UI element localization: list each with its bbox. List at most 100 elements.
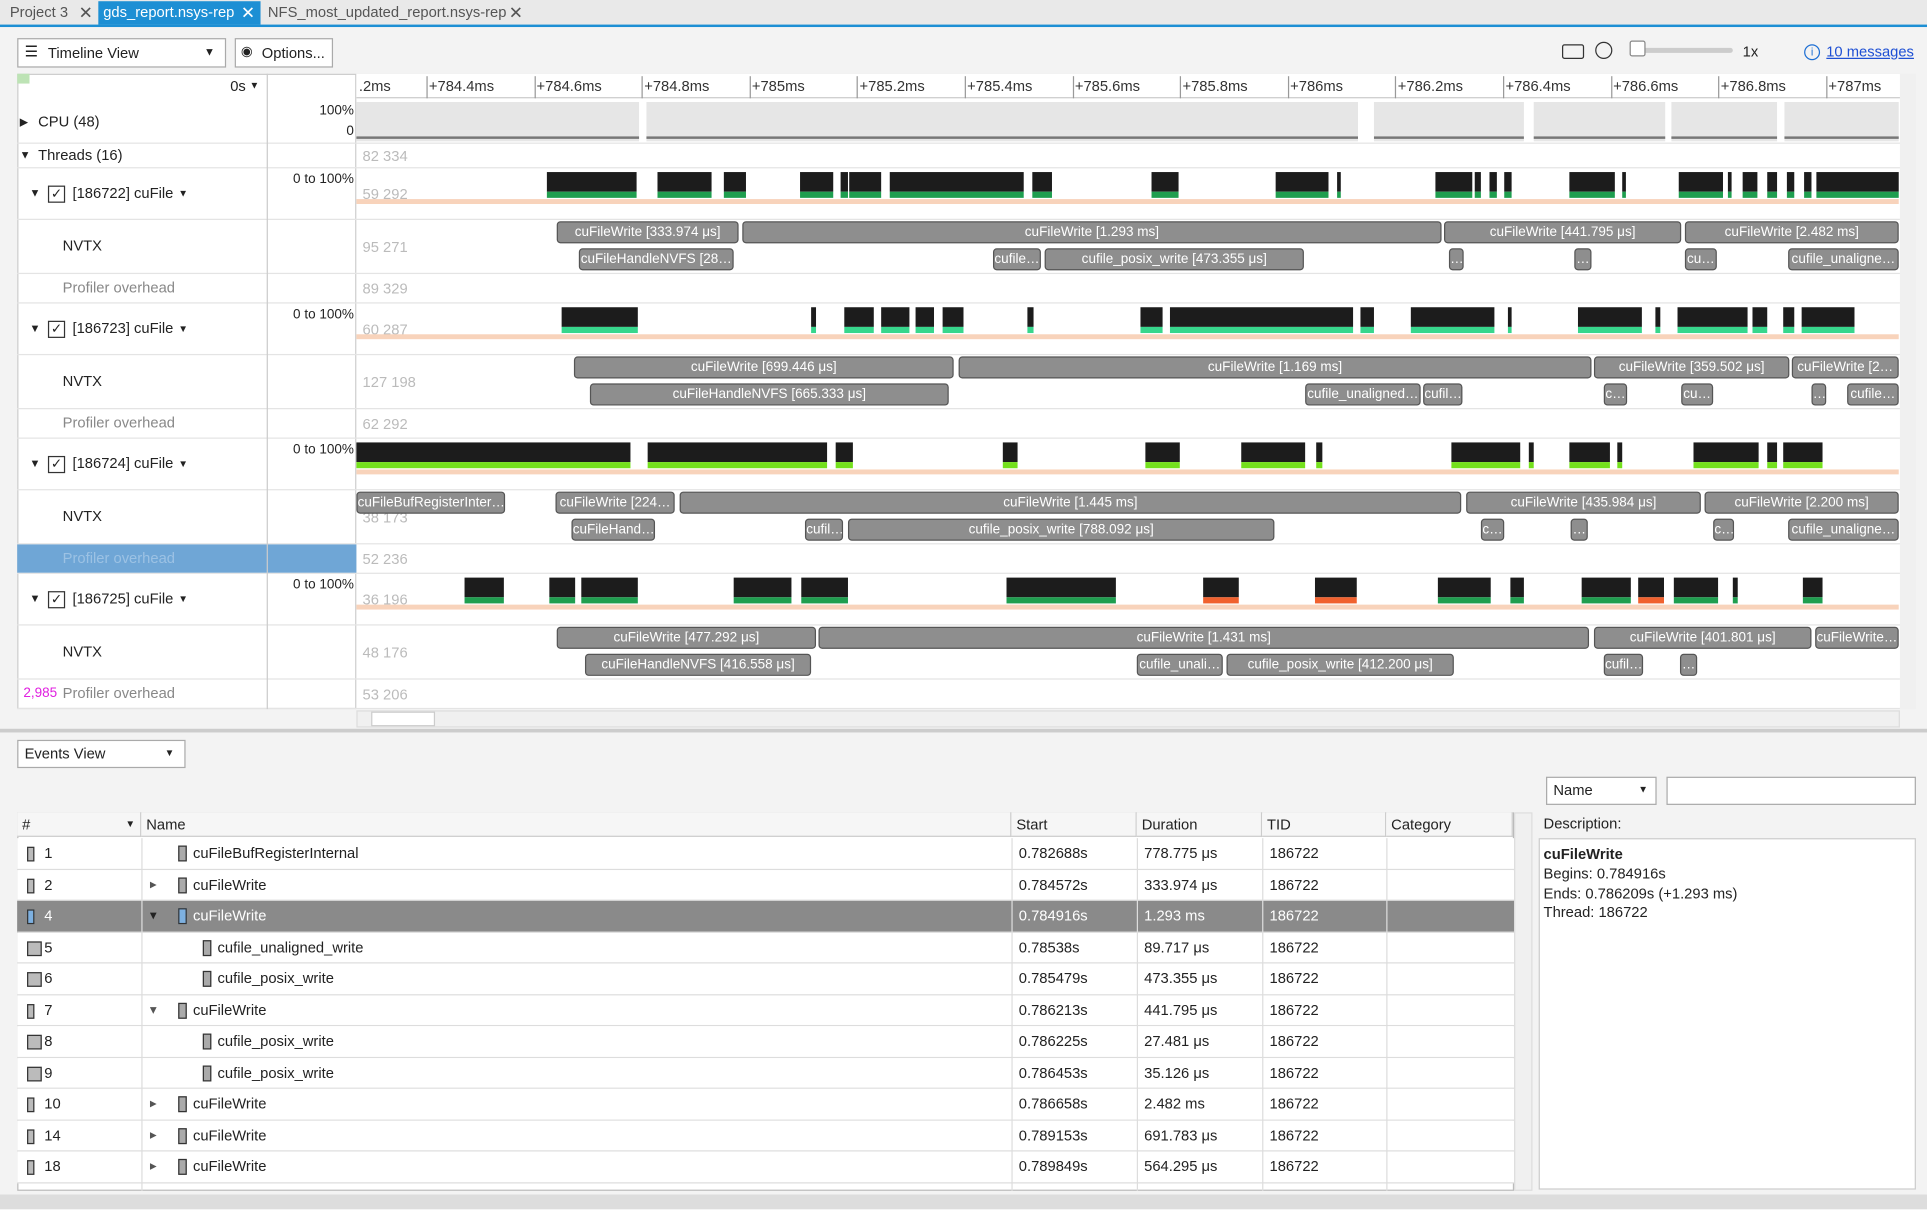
column-header[interactable]: Duration bbox=[1136, 812, 1263, 837]
thread-expander[interactable]: ▼ bbox=[29, 592, 41, 605]
nvtx-range[interactable]: cuFileWrite [477.292 μs] bbox=[556, 626, 817, 649]
cpu-expander[interactable]: ▶ bbox=[19, 115, 29, 128]
tab-close[interactable]: ✕ bbox=[508, 2, 524, 23]
column-header[interactable]: # bbox=[17, 812, 142, 837]
nvtx-range[interactable]: cuFileWrite [1.169 ms] bbox=[958, 356, 1592, 379]
tree-arrow[interactable]: ▸ bbox=[149, 1158, 157, 1174]
nvtx-range[interactable]: cufile_unali… bbox=[1136, 653, 1223, 676]
h-scrollbar[interactable] bbox=[356, 710, 1900, 728]
tab[interactable]: NFS_most_updated_report.nsys-rep bbox=[262, 1, 529, 25]
tree-arrow[interactable]: ▸ bbox=[149, 1096, 157, 1111]
tree-arrow[interactable]: ▾ bbox=[149, 1002, 157, 1017]
nvtx-range[interactable]: cuFileHandleNVFS [665.333 μs] bbox=[589, 383, 949, 406]
nvtx-range[interactable]: cufile… bbox=[1847, 383, 1899, 406]
nvtx-range[interactable]: cuFileWrite [1.445 ms] bbox=[679, 491, 1462, 514]
view-dropdown[interactable]: Timeline View bbox=[17, 38, 227, 68]
table-row[interactable] bbox=[17, 963, 1515, 995]
table-row[interactable] bbox=[17, 1088, 1515, 1121]
tab-close[interactable]: ✕ bbox=[240, 2, 256, 23]
nvtx-range[interactable]: cufile_posix_write [473.355 μs] bbox=[1044, 248, 1304, 271]
nvtx-range[interactable]: c… bbox=[1713, 518, 1735, 541]
nvtx-range[interactable]: cufile_posix_write [788.092 μs] bbox=[847, 518, 1275, 541]
h-scroll-thumb[interactable] bbox=[371, 711, 436, 727]
thread-expander[interactable]: ▼ bbox=[29, 186, 41, 200]
nvtx-range[interactable]: cuFileHand… bbox=[571, 518, 656, 541]
messages-link[interactable]: 10 messages bbox=[1826, 43, 1914, 61]
nvtx-range[interactable]: cuFileWrite [699.446 μs] bbox=[573, 356, 954, 379]
nvtx-range[interactable]: cufil… bbox=[1423, 383, 1463, 406]
nvtx-range[interactable]: … bbox=[1448, 248, 1464, 271]
thread-checkbox[interactable]: ✓ bbox=[47, 455, 66, 473]
zoom-handle[interactable] bbox=[1629, 40, 1646, 57]
column-header[interactable]: Start bbox=[1011, 812, 1137, 837]
tab-close[interactable]: ✕ bbox=[78, 2, 94, 23]
thread-expander[interactable]: ▼ bbox=[29, 457, 41, 470]
tree-arrow[interactable]: ▸ bbox=[149, 1127, 157, 1143]
column-header[interactable]: TID bbox=[1262, 812, 1387, 837]
column-header[interactable]: Name bbox=[141, 812, 1012, 837]
table-row[interactable] bbox=[17, 1057, 1515, 1089]
nvtx-range[interactable]: cufile… bbox=[992, 248, 1041, 271]
table-scrollbar[interactable] bbox=[1514, 812, 1533, 1191]
search-box[interactable] bbox=[1666, 776, 1916, 805]
events-dropdown[interactable]: Events View bbox=[17, 739, 186, 769]
nvtx-range[interactable]: … bbox=[1811, 383, 1827, 406]
nvtx-range[interactable]: cuFileHandleNVFS [28… bbox=[578, 248, 734, 271]
thread-checkbox[interactable]: ✓ bbox=[47, 590, 66, 608]
table-row[interactable] bbox=[17, 869, 1515, 901]
thread-menu-arrow[interactable]: ▼ bbox=[178, 458, 188, 470]
tab[interactable]: gds_report.nsys-rep bbox=[98, 1, 261, 25]
nvtx-range[interactable]: cuFileWrite [1.431 ms] bbox=[818, 626, 1590, 649]
tab[interactable]: Project 3 bbox=[4, 1, 99, 25]
table-row[interactable] bbox=[17, 1120, 1515, 1152]
nvtx-range[interactable]: cuFileWrite [224… bbox=[555, 491, 675, 514]
nvtx-range[interactable]: cuFileWrite [401.801 μs] bbox=[1593, 626, 1812, 649]
nvtx-range[interactable]: cufil… bbox=[1603, 653, 1644, 676]
nvtx-range[interactable]: cuFileWrite [441.795 μs] bbox=[1444, 221, 1682, 244]
nvtx-range[interactable]: cuFileWrite [2.482 ms] bbox=[1684, 221, 1899, 244]
nvtx-range[interactable]: cuFileWrite… bbox=[1815, 626, 1899, 649]
thread-menu-arrow[interactable]: ▼ bbox=[178, 323, 188, 335]
nvtx-range[interactable]: cu… bbox=[1684, 248, 1717, 271]
table-row[interactable] bbox=[17, 900, 1515, 933]
tree-arrow[interactable]: ▾ bbox=[149, 908, 157, 923]
nvtx-range[interactable]: cu… bbox=[1681, 383, 1714, 406]
nvtx-range[interactable]: cuFileWrite [2.200 ms] bbox=[1704, 491, 1899, 514]
tree-arrow[interactable]: ▸ bbox=[149, 876, 157, 892]
table-row[interactable] bbox=[17, 1026, 1515, 1058]
nvtx-range[interactable]: cuFileWrite [333.974 μs] bbox=[556, 221, 739, 244]
thread-checkbox[interactable]: ✓ bbox=[47, 184, 66, 203]
nvtx-range[interactable]: cuFileWrite [2… bbox=[1791, 356, 1899, 379]
nvtx-range[interactable]: cuFileWrite [435.984 μs] bbox=[1466, 491, 1701, 514]
nvtx-range[interactable]: cuFileWrite [359.502 μs] bbox=[1593, 356, 1790, 379]
zoom-out-icon[interactable] bbox=[1595, 41, 1613, 59]
nvtx-range[interactable]: c… bbox=[1480, 518, 1505, 541]
nvtx-range[interactable]: cuFileBufRegisterInter… bbox=[356, 491, 506, 514]
nvtx-range[interactable]: cufil… bbox=[804, 518, 844, 541]
thread-expander[interactable]: ▼ bbox=[29, 321, 41, 335]
table-row[interactable] bbox=[17, 838, 1515, 870]
nvtx-range[interactable]: … bbox=[1570, 518, 1588, 541]
column-header[interactable]: Category bbox=[1386, 812, 1513, 837]
thread-menu-arrow[interactable]: ▼ bbox=[178, 188, 188, 200]
time-offset[interactable]: 0s bbox=[230, 77, 246, 95]
nvtx-range[interactable]: … bbox=[1679, 653, 1698, 676]
v-scrollbar[interactable] bbox=[1899, 73, 1916, 710]
thread-menu-arrow[interactable]: ▼ bbox=[178, 593, 188, 605]
nvtx-range[interactable]: … bbox=[1574, 248, 1592, 271]
table-row[interactable] bbox=[17, 1151, 1515, 1183]
filter-dropdown[interactable]: Name bbox=[1546, 776, 1657, 805]
keyboard-icon[interactable] bbox=[1561, 44, 1585, 59]
thread-checkbox[interactable]: ✓ bbox=[47, 320, 66, 338]
threads-expander[interactable]: ▼ bbox=[19, 148, 31, 161]
table-row[interactable] bbox=[17, 994, 1515, 1027]
nvtx-range[interactable]: cufile_unaligne… bbox=[1788, 518, 1899, 541]
nvtx-range[interactable]: cufile_unaligne… bbox=[1788, 248, 1899, 271]
nvtx-range[interactable]: cufile_unaligned… bbox=[1305, 383, 1421, 406]
table-row[interactable] bbox=[17, 932, 1515, 964]
nvtx-range[interactable]: cuFileWrite [1.293 ms] bbox=[742, 221, 1442, 244]
nvtx-range[interactable]: cuFileHandleNVFS [416.558 μs] bbox=[584, 653, 812, 676]
nvtx-range[interactable]: cufile_posix_write [412.200 μs] bbox=[1226, 653, 1454, 676]
options-button[interactable]: Options... bbox=[234, 38, 334, 68]
nvtx-range[interactable]: c… bbox=[1603, 383, 1628, 406]
